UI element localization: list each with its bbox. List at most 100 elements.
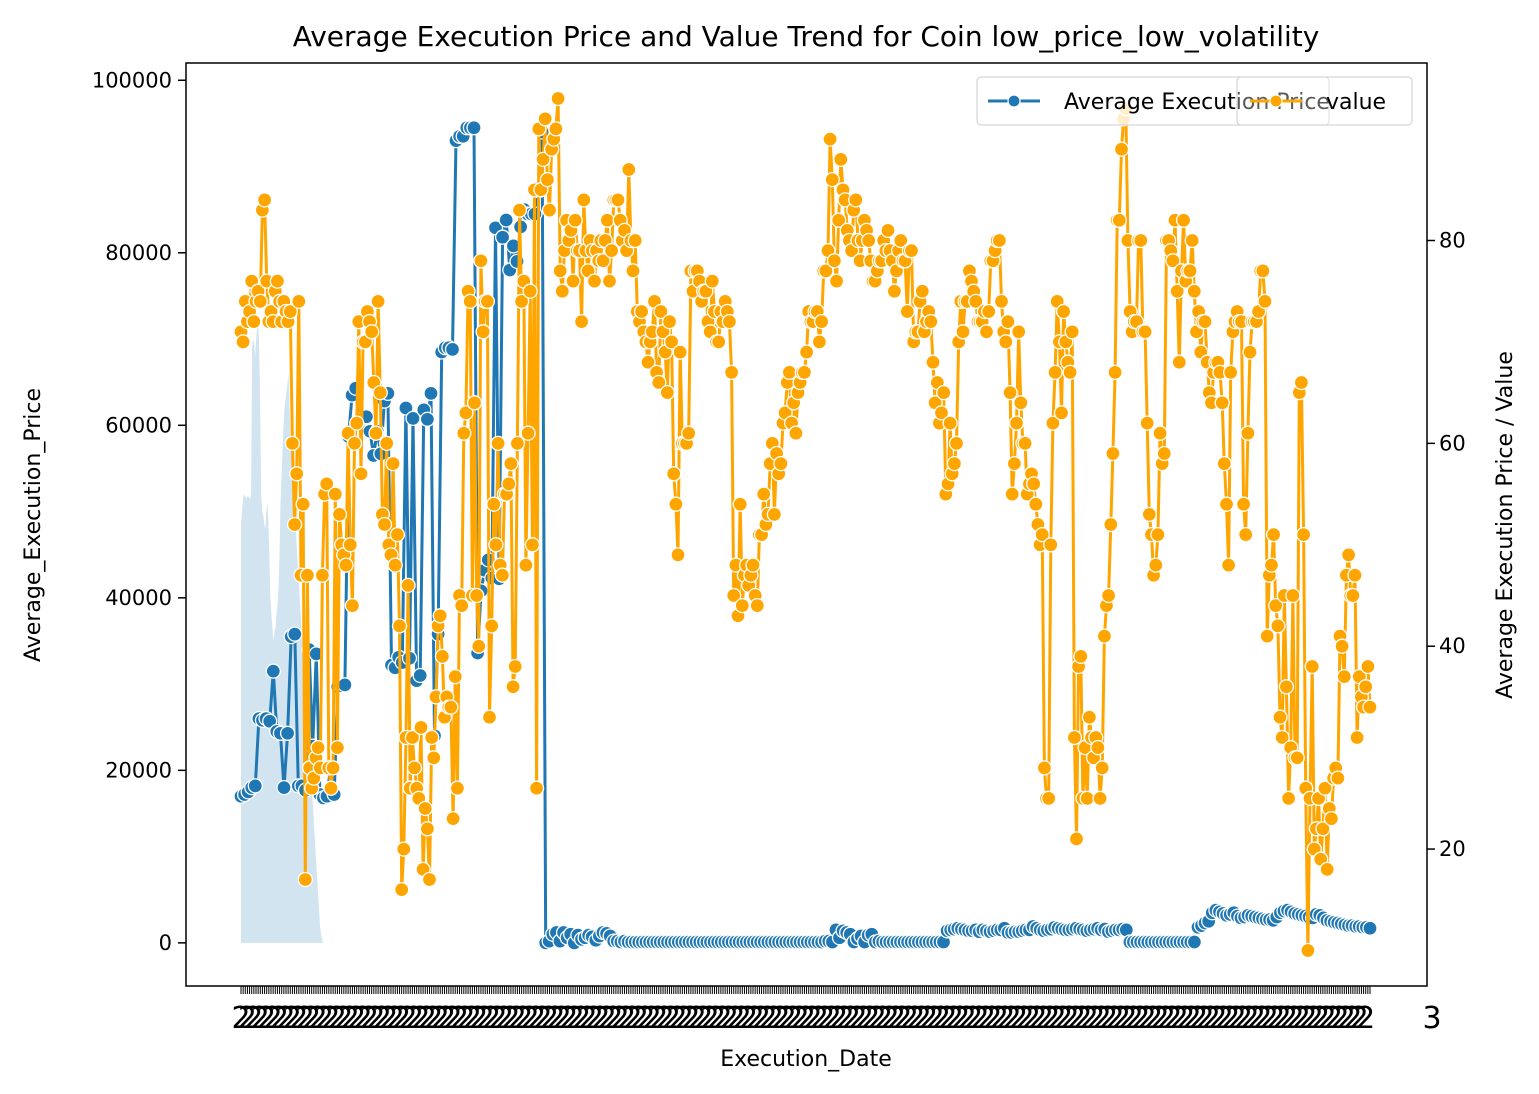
legend: Average Execution Price value [976,76,1413,126]
value-point [1274,729,1290,746]
x-tick-label: 2 [1054,1001,1073,1036]
x-tick-label: 2 [951,1001,970,1036]
value-point [1345,587,1361,604]
value-point [1347,567,1363,583]
value-point [295,496,311,512]
x-tick-label: 2 [1106,1001,1125,1036]
x-tick-label: 2 [347,1001,366,1036]
x-tick-label: 2 [572,1001,591,1036]
x-tick-label: 2 [893,1001,912,1036]
value-point [1300,942,1316,959]
value-point [473,253,489,269]
value-point [246,313,262,330]
average-execution-price-point [498,212,514,228]
x-tick-label: 2 [1003,1001,1022,1036]
value-point [861,232,877,249]
value-point [391,618,408,634]
x-tick-label: 2 [1260,1001,1279,1036]
x-tick-label: 2 [668,1001,687,1036]
x-tick-label: 2 [1028,1001,1047,1036]
x-tick-label: 2 [1118,1001,1137,1036]
value-point [831,212,847,228]
value-point [651,374,667,391]
value-point [625,263,641,279]
value-point [1013,395,1029,411]
x-tick-label: 2 [881,1001,900,1036]
value-point [1220,557,1237,573]
x-tick-label: 2 [617,1001,636,1036]
value-point [991,232,1008,249]
value-point [426,750,442,766]
x-tick-label: 2 [900,1001,919,1036]
value-point [824,171,840,188]
y-right-tick-label: 20 [1439,837,1466,861]
x-tick-label: 2 [1151,1001,1170,1036]
value-point [1081,709,1098,725]
value-point [1053,405,1070,421]
legend-marker-value [1269,94,1283,108]
x-tick-label: 2 [675,1001,694,1036]
x-tick-label: 2 [276,1001,295,1036]
value-point [490,435,506,452]
x-tick-label: 2 [1189,1001,1208,1036]
x-tick-label: 2 [540,1001,559,1036]
value-point [396,841,412,857]
value-point [466,395,483,411]
x-tick-label: 2 [386,1001,405,1036]
value-point [1047,364,1063,381]
x-tick-label: 2 [289,1001,308,1036]
value-point [286,516,303,533]
value-point [734,597,750,614]
value-point [1330,770,1346,786]
value-point [368,425,384,441]
x-tick-label: 2 [1208,1001,1227,1036]
y-axis-left: 0 20000 40000 60000 80000 100000 [92,68,186,955]
value-point [541,202,558,218]
value-point [507,658,523,675]
x-tick-label: 2 [1067,1001,1086,1036]
x-tick-label: 2 [251,1001,270,1036]
value-point [1278,679,1295,695]
value-point [1000,313,1016,330]
y-left-tick-label: 20000 [105,758,172,782]
x-tick-label: 2 [1170,1001,1189,1036]
value-point [1094,760,1110,776]
x-tick-label: 2 [424,1001,443,1036]
value-point [509,435,526,452]
x-tick-label: 2 [566,1001,585,1036]
x-tick-label: 2 [643,1001,662,1036]
value-point [659,384,675,401]
value-point [833,151,849,168]
x-tick-label: 2 [1080,1001,1099,1036]
y-left-tick-label: 40000 [105,586,172,610]
x-tick-label: 2 [489,1001,508,1036]
x-tick-label: 2 [1048,1001,1067,1036]
value-point [447,668,463,685]
x-tick-label: 2 [1131,1001,1150,1036]
x-tick-label: 2 [373,1001,392,1036]
x-tick-label: 2 [1318,1001,1337,1036]
value-point [946,455,963,472]
value-point [1197,313,1213,330]
value-point [1133,232,1149,249]
y-axis-left-label: Average_Execution_Price [21,388,46,662]
x-tick-label: 2 [1350,1001,1369,1036]
x-tick-label: 2 [546,1001,565,1036]
value-point [387,557,403,573]
x-tick-label: 2 [534,1001,553,1036]
x-tick-label: 2 [1292,1001,1311,1036]
x-tick-label: 2 [244,1001,263,1036]
value-point [565,273,581,289]
x-tick-label: 2 [1016,1001,1035,1036]
value-point [417,800,433,817]
value-point [1008,415,1025,431]
x-tick-label: 2 [1337,1001,1356,1036]
value-point [1090,739,1106,756]
x-tick-label: 2 [302,1001,321,1036]
value-point [603,242,620,259]
value-point [338,557,354,573]
value-point [528,780,545,796]
value-point [310,739,326,756]
value-point [1006,455,1023,472]
x-tick-label: 2 [1144,1001,1163,1036]
